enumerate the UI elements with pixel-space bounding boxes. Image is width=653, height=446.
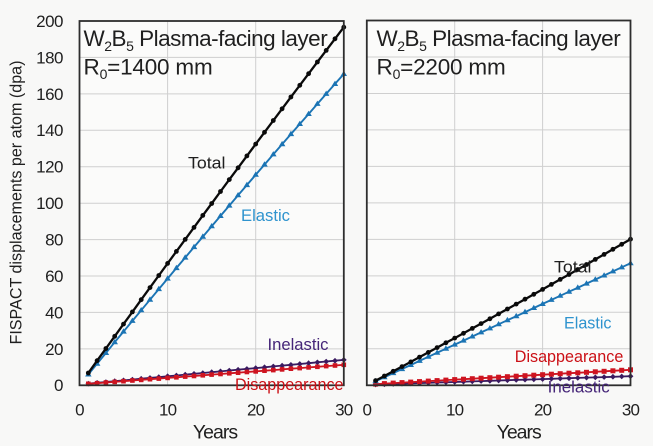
svg-text:10: 10	[446, 400, 464, 419]
svg-text:140: 140	[36, 121, 63, 140]
svg-text:W2B5 Plasma-facing layer: W2B5 Plasma-facing layer	[377, 26, 622, 54]
svg-text:30: 30	[335, 400, 353, 419]
svg-text:0: 0	[54, 376, 63, 395]
svg-text:Years: Years	[193, 421, 238, 443]
svg-text:60: 60	[45, 267, 63, 286]
svg-text:Total: Total	[188, 155, 226, 173]
svg-text:20: 20	[534, 400, 552, 419]
svg-text:Inelastic: Inelastic	[548, 379, 610, 397]
svg-text:Elastic: Elastic	[564, 315, 612, 333]
svg-text:10: 10	[159, 400, 177, 419]
svg-text:Elastic: Elastic	[241, 207, 290, 225]
svg-text:0: 0	[362, 400, 371, 419]
svg-text:W2B5 Plasma-facing layer: W2B5 Plasma-facing layer	[84, 26, 329, 54]
svg-text:Inelastic: Inelastic	[268, 336, 329, 354]
svg-text:Disappearance: Disappearance	[515, 348, 624, 366]
svg-text:20: 20	[247, 400, 265, 419]
svg-text:120: 120	[36, 158, 63, 177]
svg-text:160: 160	[36, 85, 63, 104]
svg-text:100: 100	[36, 194, 63, 213]
svg-text:R0=2200 mm: R0=2200 mm	[377, 54, 506, 82]
svg-text:180: 180	[36, 48, 63, 67]
svg-text:20: 20	[45, 340, 63, 359]
svg-text:0: 0	[75, 400, 84, 419]
svg-text:FISPACT displacements per atom: FISPACT displacements per atom (dpa)	[8, 61, 26, 345]
svg-text:Disappearance: Disappearance	[235, 376, 344, 394]
svg-text:40: 40	[45, 303, 63, 322]
svg-text:Years: Years	[497, 421, 542, 443]
svg-text:200: 200	[36, 12, 63, 31]
svg-text:Total: Total	[554, 258, 592, 276]
svg-text:30: 30	[622, 400, 640, 419]
svg-text:80: 80	[45, 231, 63, 250]
